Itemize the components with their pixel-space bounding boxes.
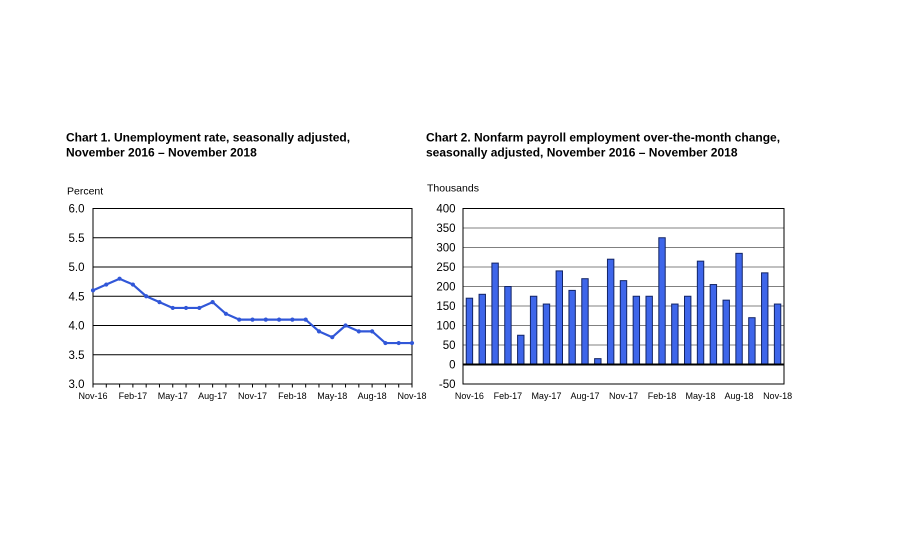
svg-text:4.5: 4.5 (69, 291, 85, 303)
svg-text:Feb-18: Feb-18 (648, 391, 677, 401)
svg-text:50: 50 (443, 340, 456, 352)
svg-text:100: 100 (436, 321, 455, 333)
svg-text:300: 300 (436, 243, 455, 255)
svg-text:5.0: 5.0 (69, 262, 85, 274)
svg-text:seasonally adjusted, November: seasonally adjusted, November 2016 – Nov… (426, 146, 738, 160)
svg-text:Thousands: Thousands (427, 182, 479, 194)
svg-text:0: 0 (449, 360, 455, 372)
svg-text:4.0: 4.0 (69, 321, 85, 333)
svg-text:Aug-18: Aug-18 (725, 391, 754, 401)
svg-text:3.0: 3.0 (69, 379, 85, 391)
svg-text:Nov-17: Nov-17 (238, 391, 267, 401)
svg-text:150: 150 (436, 301, 455, 313)
svg-text:November 2016 – November 2018: November 2016 – November 2018 (66, 146, 257, 160)
svg-text:Feb-18: Feb-18 (278, 391, 307, 401)
svg-text:Chart 2. Nonfarm payroll emplo: Chart 2. Nonfarm payroll employment over… (426, 131, 780, 145)
svg-text:Nov-18: Nov-18 (397, 391, 426, 401)
svg-text:May-17: May-17 (531, 391, 561, 401)
svg-text:350: 350 (436, 223, 455, 235)
svg-text:5.5: 5.5 (69, 233, 85, 245)
svg-text:Nov-18: Nov-18 (763, 391, 792, 401)
svg-text:Feb-17: Feb-17 (494, 391, 523, 401)
svg-text:Nov-16: Nov-16 (455, 391, 484, 401)
svg-text:Percent: Percent (67, 185, 103, 197)
svg-text:Nov-17: Nov-17 (609, 391, 638, 401)
svg-text:Aug-17: Aug-17 (198, 391, 227, 401)
svg-text:Feb-17: Feb-17 (119, 391, 148, 401)
svg-text:May-18: May-18 (317, 391, 347, 401)
svg-text:Aug-17: Aug-17 (570, 391, 599, 401)
svg-text:250: 250 (436, 262, 455, 274)
svg-text:3.5: 3.5 (69, 350, 85, 362)
svg-text:-50: -50 (439, 379, 456, 391)
svg-text:Aug-18: Aug-18 (358, 391, 387, 401)
svg-text:Chart 1. Unemployment rate, se: Chart 1. Unemployment rate, seasonally a… (66, 131, 350, 145)
svg-text:May-17: May-17 (158, 391, 188, 401)
svg-text:200: 200 (436, 282, 455, 294)
svg-text:Nov-16: Nov-16 (78, 391, 107, 401)
svg-text:May-18: May-18 (686, 391, 716, 401)
svg-text:6.0: 6.0 (69, 204, 85, 216)
svg-text:400: 400 (436, 204, 455, 216)
